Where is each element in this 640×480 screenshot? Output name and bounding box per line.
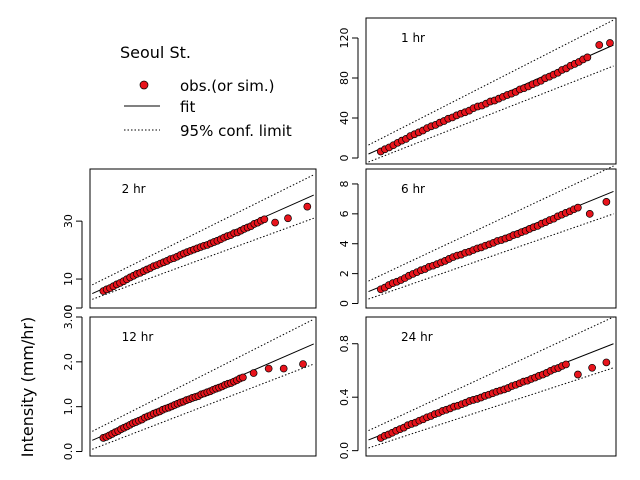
legend: Seoul St. obs.(or sim.) fit 95% conf. li…	[120, 43, 292, 140]
y-tick-label: 3.00	[62, 305, 75, 330]
lower-conf-line	[368, 65, 614, 163]
panel-24hr: 0.0 0.4 0.8 24 hr	[338, 316, 617, 460]
legend-point-marker	[139, 80, 149, 90]
y-tick-label: 0.0	[62, 443, 75, 461]
data-point-upper-tail	[602, 198, 611, 206]
panel-2hr: 0 10 30 2 hr	[62, 168, 317, 312]
data-point-upper-tail	[602, 358, 611, 367]
upper-conf-line	[92, 318, 314, 432]
panel-title: 6 hr	[401, 182, 425, 196]
panel-frame	[365, 168, 617, 309]
y-tick-label: 2	[338, 270, 351, 277]
data-point-upper-tail	[299, 360, 307, 368]
legend-label-conf: 95% conf. limit	[180, 122, 292, 140]
y-tick-label: 30	[62, 214, 75, 228]
data-point-upper-tail	[271, 218, 279, 227]
data-point-upper-tail	[606, 39, 614, 47]
y-tick-label: 6	[338, 210, 351, 217]
panel-6hr: 0 2 4 6 8 6 hr	[338, 165, 617, 309]
data-point-upper-tail	[249, 369, 258, 377]
y-tick-label: 4	[338, 240, 351, 247]
y-tick-label: 0.0	[338, 442, 351, 460]
lower-conf-line	[92, 217, 314, 300]
upper-conf-line	[368, 316, 614, 432]
data-point	[574, 203, 582, 212]
y-tick-label: 0	[338, 155, 351, 162]
y-tick-label: 8	[338, 180, 351, 187]
data-point	[239, 373, 247, 382]
y-tick-label: 0.8	[338, 335, 351, 353]
data-point-upper-tail	[595, 41, 604, 49]
y-axis-label: Intensity (mm/hr)	[18, 317, 37, 458]
upper-conf-line	[368, 19, 614, 146]
upper-conf-line	[92, 174, 314, 286]
panel-title: 12 hr	[122, 330, 154, 344]
y-tick-label: 10	[62, 272, 75, 286]
data-point	[583, 53, 592, 62]
lower-conf-line	[92, 363, 314, 450]
data-point-upper-tail	[574, 370, 582, 379]
panel-title: 24 hr	[401, 330, 433, 344]
data-point-upper-tail	[279, 364, 288, 373]
y-tick-label: 40	[338, 111, 351, 125]
panel-frame	[365, 316, 617, 457]
panel-title: 1 hr	[401, 31, 425, 45]
panel-1hr: 0 40 80 120 1 hr	[338, 17, 617, 165]
lower-conf-line	[368, 367, 614, 449]
data-point	[562, 360, 570, 369]
lower-conf-line	[368, 213, 614, 300]
panel-frame	[89, 168, 317, 309]
y-tick-label: 2.0	[62, 353, 75, 371]
panel-frame	[89, 316, 317, 457]
y-tick-label: 0	[338, 300, 351, 307]
y-tick-label: 0.4	[338, 388, 351, 406]
legend-label-obs: obs.(or sim.)	[180, 77, 274, 95]
data-point-upper-tail	[303, 202, 312, 211]
panel-frame	[365, 17, 617, 165]
y-tick-label: 120	[338, 28, 351, 49]
panel-title: 2 hr	[122, 182, 146, 196]
y-tick-label: 80	[338, 71, 351, 85]
legend-label-fit: fit	[180, 98, 195, 116]
y-tick-label: 0	[62, 305, 75, 312]
data-point-upper-tail	[588, 363, 596, 372]
y-tick-label: 1.0	[62, 398, 75, 416]
data-point-upper-tail	[264, 364, 273, 373]
data-point	[260, 215, 269, 224]
legend-title: Seoul St.	[120, 43, 191, 62]
data-point-upper-tail	[585, 209, 594, 218]
data-point-upper-tail	[284, 214, 292, 223]
panel-12hr: 0.0 1.0 2.0 3.00 12 hr	[62, 305, 317, 461]
